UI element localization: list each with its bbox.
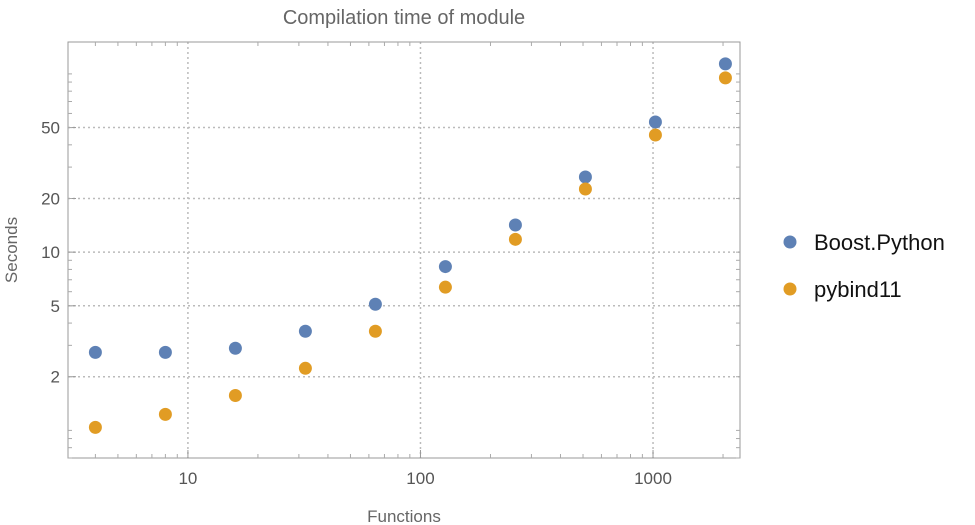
legend-marker-boost-python: [783, 235, 797, 249]
y-tick-label: 5: [51, 297, 60, 316]
data-point-pybind11: [228, 388, 242, 402]
y-tick-label: 2: [51, 368, 60, 387]
data-point-pybind11: [368, 324, 382, 338]
data-point-pybind11: [438, 280, 452, 294]
data-point-boost-python: [508, 218, 522, 232]
data-point-pybind11: [158, 407, 172, 421]
y-tick-label: 10: [41, 243, 60, 262]
plot-frame: [67, 41, 741, 459]
data-point-boost-python: [228, 341, 242, 355]
data-point-boost-python: [718, 57, 732, 71]
legend-marker-pybind11: [783, 282, 797, 296]
y-tick-label: 50: [41, 119, 60, 138]
data-point-pybind11: [508, 232, 522, 246]
legend-label-boost-python: Boost.Python: [814, 230, 945, 255]
y-tick-label: 20: [41, 189, 60, 208]
x-tick-label: 1000: [634, 469, 672, 488]
legend: Boost.Python pybind11: [783, 230, 945, 302]
chart-title: Compilation time of module: [283, 7, 525, 29]
data-point-boost-python: [648, 115, 662, 129]
data-point-boost-python: [438, 260, 452, 274]
x-tick-label: 100: [406, 469, 434, 488]
data-point-boost-python: [578, 170, 592, 184]
data-point-boost-python: [298, 324, 312, 338]
grid: [68, 42, 740, 458]
x-tick-label: 10: [178, 469, 197, 488]
data-point-boost-python: [158, 345, 172, 359]
legend-label-pybind11: pybind11: [814, 277, 902, 302]
x-axis-label: Functions: [367, 507, 441, 525]
data-points: [88, 57, 732, 434]
data-point-boost-python: [368, 297, 382, 311]
data-point-pybind11: [718, 71, 732, 85]
data-point-boost-python: [88, 345, 102, 359]
data-point-pybind11: [88, 420, 102, 434]
data-point-pybind11: [298, 361, 312, 375]
ticks: 10 100 1000 2 5 10 20 50: [41, 42, 740, 488]
data-point-pybind11: [578, 182, 592, 196]
data-point-pybind11: [648, 128, 662, 142]
y-axis-label: Seconds: [2, 217, 21, 283]
